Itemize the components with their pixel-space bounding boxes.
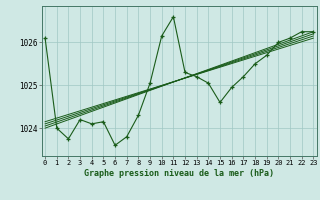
X-axis label: Graphe pression niveau de la mer (hPa): Graphe pression niveau de la mer (hPa) (84, 169, 274, 178)
